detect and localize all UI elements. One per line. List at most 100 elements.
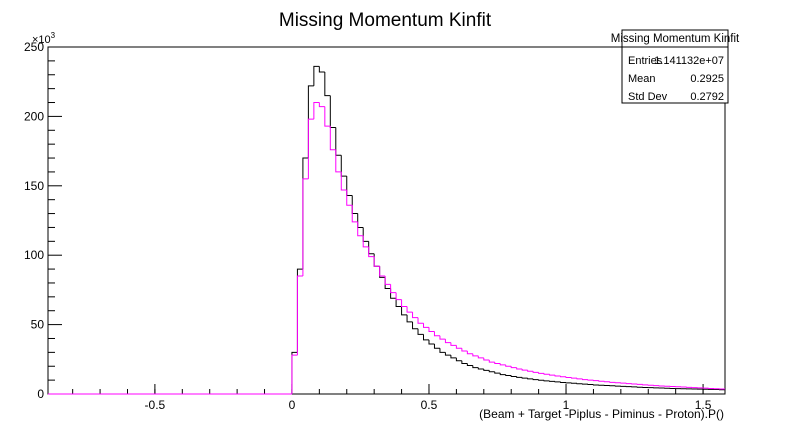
histogram-bin: [455, 357, 462, 362]
histogram-bin: [439, 348, 446, 353]
histogram-bin: [466, 363, 473, 367]
histogram-bin: [516, 376, 523, 378]
stats-value: 0.2792: [690, 91, 724, 103]
histogram-bin: [521, 377, 528, 379]
x-tick-label: 0: [289, 398, 296, 412]
histogram-bin: [406, 306, 413, 313]
histogram-bin: [423, 334, 429, 341]
histogram-bin: [439, 335, 446, 340]
stats-title: Missing Momentum Kinfit: [611, 33, 740, 45]
histogram-bin: [609, 381, 616, 383]
histogram-bin: [444, 339, 451, 344]
histogram-bin: [318, 102, 325, 108]
histogram-bin: [483, 369, 490, 371]
histogram-bin: [423, 323, 429, 328]
histogram-bin: [296, 275, 303, 356]
x-tick-label: 1.5: [695, 398, 712, 412]
histogram-bin: [351, 205, 358, 223]
histogram-bin: [532, 378, 539, 381]
histogram-bin: [461, 348, 468, 352]
histogram-bin: [549, 380, 556, 382]
histogram-bin: [549, 374, 556, 376]
histogram-bin: [494, 362, 501, 364]
histogram-bin: [291, 354, 298, 394]
histogram-bin: [560, 381, 567, 383]
stats-label: Entries: [628, 55, 663, 67]
histogram-bin: [401, 299, 408, 308]
histogram-bin: [417, 328, 424, 335]
histogram-bin: [401, 306, 408, 316]
x-tick-label: 0.5: [421, 398, 438, 412]
histogram-bin: [592, 380, 599, 382]
stats-label: Mean: [628, 73, 656, 85]
histogram-bin: [313, 102, 320, 120]
histogram-bin: [510, 366, 517, 369]
histogram-bin: [390, 284, 397, 294]
histogram-bin: [554, 381, 561, 383]
histogram-bin: [532, 371, 539, 373]
histogram-bin: [521, 369, 528, 371]
histogram-bin: [412, 312, 419, 319]
histogram-bin: [357, 221, 364, 237]
y-multiplier-base: ×10: [32, 34, 51, 46]
histogram-bin: [477, 355, 484, 359]
histogram-bin: [461, 360, 468, 364]
histogram-bin: [488, 370, 495, 373]
y-tick-label: 100: [24, 248, 44, 262]
histogram-bin: [494, 371, 501, 374]
histogram-bin: [384, 276, 391, 285]
histogram-bin: [450, 355, 457, 359]
histogram-bin: [543, 380, 550, 382]
histogram-bin: [335, 149, 342, 173]
histogram-bin: [571, 377, 577, 379]
histogram-bin: [587, 379, 594, 381]
x-tick-label: -0.5: [145, 398, 166, 412]
y-tick-label: 200: [24, 109, 44, 123]
histogram-bin: [527, 378, 534, 380]
histogram-bin: [543, 373, 550, 375]
histogram-bin: [455, 345, 462, 349]
histogram-bin: [510, 375, 517, 378]
histogram-bin: [505, 374, 512, 377]
histogram-bin: [428, 327, 435, 333]
stats-value: 0.2925: [690, 73, 724, 85]
histogram-bin: [505, 364, 512, 367]
histogram-bin: [368, 246, 375, 258]
stats-frame: [621, 29, 729, 104]
x-axis-label: (Beam + Target -Piplus - Piminus - Proto…: [479, 407, 724, 421]
histogram-bin: [538, 379, 545, 381]
histogram-bin: [560, 375, 567, 378]
histogram-bin: [603, 381, 610, 383]
stats-value: 1.141132e+07: [654, 55, 724, 67]
histogram-bin: [406, 314, 413, 323]
histogram-bin: [527, 370, 534, 372]
histogram-bin: [324, 71, 331, 97]
histogram-bin: [395, 298, 402, 308]
histogram-bin: [554, 375, 561, 377]
histogram-bin: [488, 359, 495, 363]
histogram-bin: [576, 378, 583, 380]
y-multiplier: ×103: [32, 31, 56, 46]
histogram-bin: [395, 292, 402, 301]
histogram-bin: [538, 372, 545, 374]
stats-label: Std Dev: [628, 91, 668, 103]
histogram-bin: [450, 342, 457, 346]
histogram-bin: [466, 350, 473, 355]
x-tick-label: 1: [563, 398, 570, 412]
histogram-bin: [433, 344, 440, 349]
histogram-bin: [329, 126, 336, 151]
histogram-bin: [313, 65, 320, 86]
y-tick-label: 0: [37, 387, 44, 401]
histogram-bin: [472, 365, 479, 369]
histogram-bin: [483, 357, 490, 361]
histogram-bin: [598, 380, 605, 382]
histogram-bin: [340, 171, 347, 191]
histogram-bin: [417, 317, 424, 324]
chart-title: Missing Momentum Kinfit: [279, 10, 492, 31]
y-multiplier-exponent: 3: [51, 31, 56, 40]
histogram-bin: [307, 118, 314, 179]
stats-box: Missing Momentum Kinfit Entries1.141132e…: [611, 29, 740, 104]
histogram-bin: [472, 353, 479, 357]
plot-frame: [47, 46, 726, 395]
histogram-bin: [362, 235, 369, 248]
